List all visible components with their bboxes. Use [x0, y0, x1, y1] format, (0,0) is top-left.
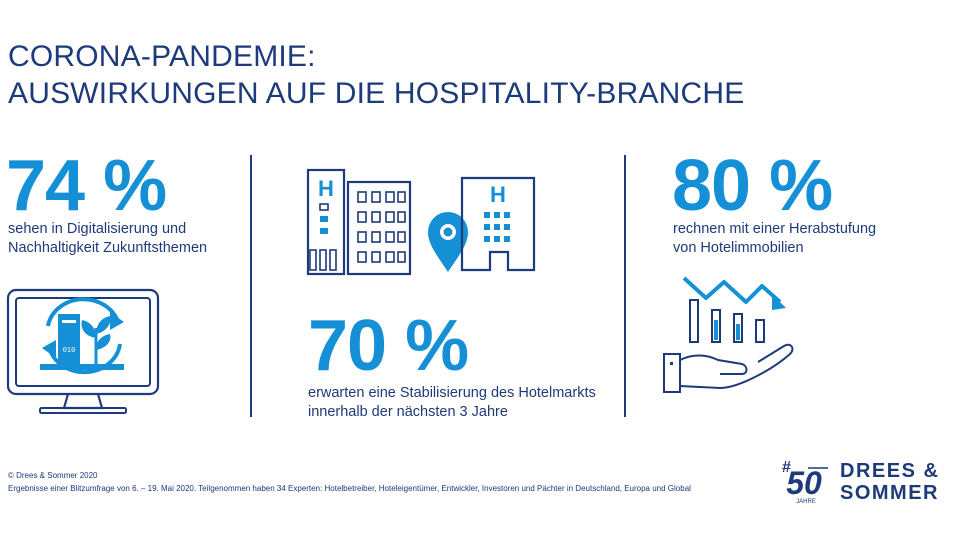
drees-sommer-logo: # 50 JAHRE DREES & SOMMER	[776, 454, 956, 506]
footer-copyright: © Drees & Sommer 2020	[8, 471, 98, 480]
hotel-buildings-location-icon: H H	[306, 168, 536, 276]
logo-fifty: 50	[786, 465, 822, 501]
stat-digitalization-desc-line-1: sehen in Digitalisierung und	[8, 221, 187, 237]
stat-digitalization-desc-line-2: Nachhaltigkeit Zukunftsthemen	[8, 240, 208, 256]
monitor-sustainability-icon: 010	[6, 288, 160, 414]
hand-declining-chart-icon	[663, 276, 794, 393]
stat-downgrade-value: 80 %	[672, 146, 833, 226]
logo-jahre: JAHRE	[796, 499, 816, 505]
column-divider-left	[250, 155, 252, 417]
title-line-2: AUSWIRKUNGEN AUF DIE HOSPITALITY-BRANCHE	[8, 77, 745, 110]
stat-market-stabilization-desc-line-2: innerhalb der nächsten 3 Jahre	[308, 404, 508, 420]
hotel-letter-left: H	[318, 176, 334, 201]
stat-market-stabilization-description: erwarten eine Stabilisierung des Hotelma…	[308, 384, 596, 422]
logo-line-1: DREES &	[840, 460, 940, 482]
page-title: CORONA-PANDEMIE: AUSWIRKUNGEN AUF DIE HO…	[8, 38, 744, 112]
stat-market-stabilization-value: 70 %	[308, 306, 469, 386]
binary-code: 010	[63, 347, 76, 355]
footer: © Drees & Sommer 2020 Ergebnisse einer B…	[8, 469, 691, 495]
logo-line-2: SOMMER	[840, 482, 939, 504]
title-line-1: CORONA-PANDEMIE:	[8, 40, 316, 73]
stat-downgrade-desc-line-2: von Hotelimmobilien	[673, 240, 804, 256]
logo-wordmark: DREES & SOMMER	[840, 460, 939, 504]
stat-downgrade-desc-line-1: rechnen mit einer Herabstufung	[673, 221, 877, 237]
stat-digitalization-description: sehen in Digitalisierung und Nachhaltigk…	[8, 220, 207, 258]
stat-market-stabilization-desc-line-1: erwarten eine Stabilisierung des Hotelma…	[308, 385, 596, 401]
stat-digitalization-value: 74 %	[6, 146, 167, 226]
fifty-years-badge-icon: # 50 JAHRE	[782, 459, 828, 505]
column-divider-right	[624, 155, 626, 417]
logo-hash: #	[782, 459, 791, 476]
footer-note: Ergebnisse einer Blitzumfrage von 6. – 1…	[8, 484, 691, 493]
hotel-letter-right: H	[490, 182, 506, 207]
stat-downgrade-description: rechnen mit einer Herabstufung von Hotel…	[673, 220, 876, 258]
